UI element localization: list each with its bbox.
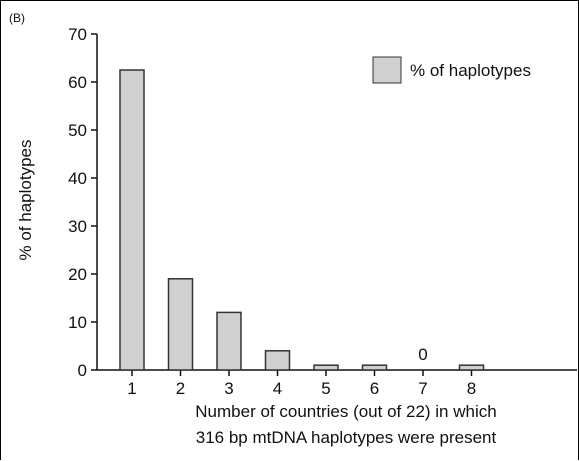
x-tick-label: 3 — [224, 379, 233, 398]
x-tick-label: 7 — [418, 379, 427, 398]
data-label: 0 — [418, 345, 427, 364]
bar — [313, 364, 339, 371]
y-tick-label: 20 — [68, 265, 87, 284]
y-axis-label: % of haplotypes — [16, 140, 35, 261]
x-axis: 1 2 3 4 5 6 7 8 — [97, 369, 577, 398]
bar — [361, 364, 388, 371]
y-tick-label: 10 — [68, 313, 87, 332]
bar — [264, 350, 291, 371]
legend: % of haplotypes — [372, 56, 531, 84]
bar — [167, 278, 194, 371]
x-tick-label: 5 — [321, 379, 330, 398]
legend-label: % of haplotypes — [410, 61, 531, 80]
x-axis-label-line1: Number of countries (out of 22) in which — [195, 402, 496, 421]
y-tick-label: 0 — [78, 361, 87, 380]
annotations: 0 — [418, 345, 427, 364]
y-tick-label: 50 — [68, 121, 87, 140]
bar — [458, 364, 485, 371]
x-tick-label: 6 — [370, 379, 379, 398]
bars — [119, 69, 485, 371]
y-tick-label: 40 — [68, 169, 87, 188]
x-tick-label: 4 — [273, 379, 282, 398]
bar — [216, 311, 242, 371]
y-tick-label: 70 — [68, 25, 87, 44]
bar — [119, 69, 145, 371]
x-tick-label: 1 — [127, 379, 136, 398]
y-axis: 0 10 20 30 40 50 60 70 — [68, 25, 98, 380]
y-tick-label: 30 — [68, 217, 87, 236]
x-tick-label: 8 — [467, 379, 476, 398]
legend-swatch — [372, 56, 402, 84]
y-tick-label: 60 — [68, 73, 87, 92]
x-tick-label: 2 — [176, 379, 185, 398]
panel-label: (B) — [9, 11, 25, 25]
x-axis-label-line2: 316 bp mtDNA haplotypes were present — [196, 428, 497, 447]
